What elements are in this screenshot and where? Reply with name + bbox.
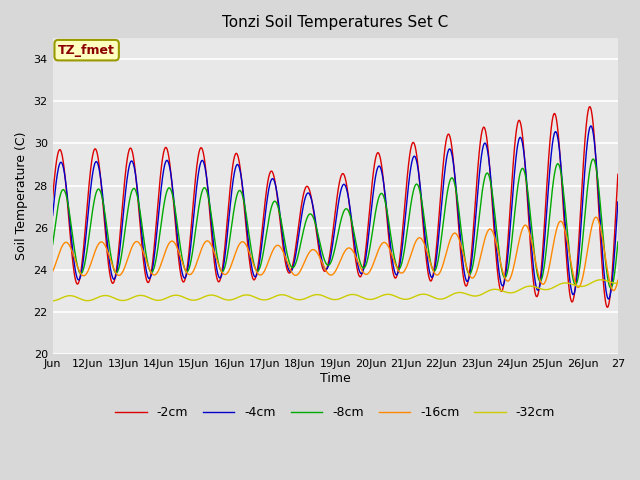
-4cm xyxy=(542,220,550,226)
Legend: -2cm, -4cm, -8cm, -16cm, -32cm: -2cm, -4cm, -8cm, -16cm, -32cm xyxy=(111,401,560,424)
-4cm xyxy=(113,267,121,273)
-16cm xyxy=(542,277,550,283)
Text: TZ_fmet: TZ_fmet xyxy=(58,44,115,57)
-32cm xyxy=(49,298,56,304)
-2cm xyxy=(49,194,56,200)
-16cm xyxy=(147,269,154,275)
-16cm xyxy=(614,277,621,283)
-8cm xyxy=(589,156,597,162)
Y-axis label: Soil Temperature (C): Soil Temperature (C) xyxy=(15,132,28,260)
-16cm xyxy=(290,272,298,277)
-32cm xyxy=(603,278,611,284)
-2cm xyxy=(542,198,550,204)
-8cm xyxy=(603,270,611,276)
-4cm xyxy=(266,183,273,189)
-16cm xyxy=(113,272,121,277)
-2cm xyxy=(614,171,621,177)
Line: -16cm: -16cm xyxy=(52,217,618,290)
-2cm xyxy=(147,273,154,278)
-32cm xyxy=(113,297,121,302)
-4cm xyxy=(290,261,298,267)
-32cm xyxy=(147,296,154,301)
Title: Tonzi Soil Temperatures Set C: Tonzi Soil Temperatures Set C xyxy=(222,15,449,30)
-2cm xyxy=(113,262,121,267)
-16cm xyxy=(266,256,273,262)
-2cm xyxy=(266,171,273,177)
-4cm xyxy=(49,213,56,218)
-4cm xyxy=(147,274,154,279)
-2cm xyxy=(603,304,611,310)
X-axis label: Time: Time xyxy=(320,372,351,385)
-4cm xyxy=(603,293,611,299)
-16cm xyxy=(610,288,618,293)
Line: -4cm: -4cm xyxy=(52,126,618,299)
-8cm xyxy=(147,269,154,275)
-32cm xyxy=(266,296,273,302)
-8cm xyxy=(266,213,273,219)
-8cm xyxy=(290,264,298,270)
-32cm xyxy=(597,277,605,283)
-2cm xyxy=(586,104,594,109)
-8cm xyxy=(542,251,550,256)
-8cm xyxy=(614,239,621,245)
-8cm xyxy=(607,285,614,291)
-16cm xyxy=(603,264,611,270)
Line: -8cm: -8cm xyxy=(52,159,618,288)
-2cm xyxy=(604,304,611,310)
-32cm xyxy=(614,280,621,286)
-4cm xyxy=(605,296,612,302)
-16cm xyxy=(592,214,600,220)
Line: -2cm: -2cm xyxy=(52,107,618,307)
-16cm xyxy=(49,268,56,274)
Line: -32cm: -32cm xyxy=(52,280,618,301)
-8cm xyxy=(49,241,56,247)
-32cm xyxy=(542,287,550,292)
-4cm xyxy=(587,123,595,129)
-8cm xyxy=(113,269,121,275)
-2cm xyxy=(290,256,298,262)
-4cm xyxy=(614,199,621,205)
-32cm xyxy=(290,296,298,301)
